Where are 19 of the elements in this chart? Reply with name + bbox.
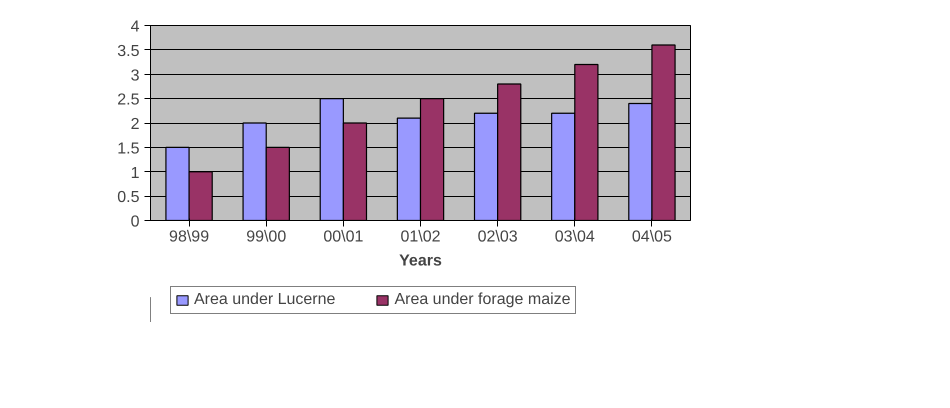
x-tick-label: 04\05 <box>632 228 672 246</box>
y-tick-label: 2.5 <box>117 92 140 109</box>
y-tick-label: 3.5 <box>117 42 140 60</box>
y-tick-label: 1 <box>130 164 140 182</box>
y-tick-label: 3 <box>130 67 140 84</box>
legend-label: Area under forage maize <box>394 291 571 309</box>
x-tick-label: 99\00 <box>246 228 286 246</box>
x-tick-label: 01\02 <box>400 228 441 246</box>
y-tick-label: 0 <box>130 214 140 230</box>
legend-label: Area under Lucerne <box>194 291 336 309</box>
y-tick-label: 4 <box>130 18 140 36</box>
x-tick-label: 98\99 <box>169 228 210 246</box>
x-axis-title: Years <box>399 252 442 270</box>
y-tick-label: 2 <box>130 116 140 133</box>
y-tick-label: 0.5 <box>117 189 140 206</box>
x-tick-label: 00\01 <box>323 228 364 246</box>
x-tick-label: 02\03 <box>478 228 518 246</box>
x-tick-label: 03\04 <box>554 228 595 246</box>
y-tick-label: 1.5 <box>117 140 140 158</box>
